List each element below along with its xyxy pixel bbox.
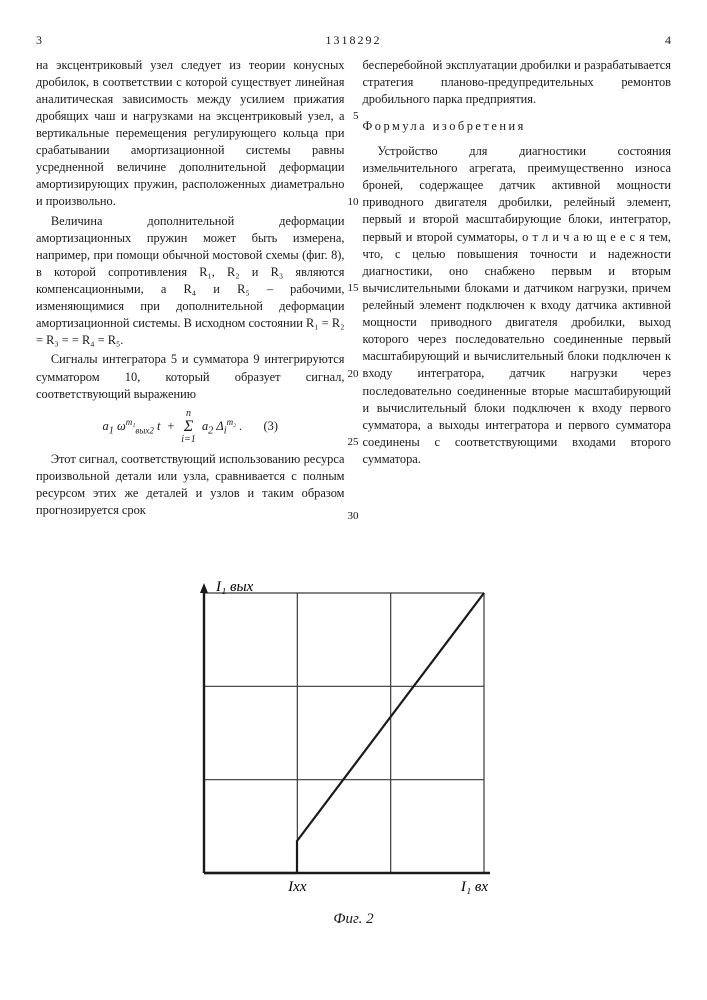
- line-num: 5: [353, 109, 359, 124]
- right-para-1: бесперебойной эксплуатации дробилки и ра…: [363, 57, 672, 108]
- section-title: Формула изобретения: [363, 118, 672, 135]
- patent-number: 1318292: [326, 32, 382, 49]
- right-column: бесперебойной эксплуатации дробилки и ра…: [363, 57, 672, 522]
- line-num: 15: [348, 281, 359, 296]
- svg-text:Iхх: Iхх: [287, 879, 307, 895]
- figure-2: I₁ вых Iхх I₁ вх Фиг. 2: [36, 573, 671, 930]
- page-num-left: 3: [36, 32, 42, 49]
- svg-text:I₁ вых: I₁ вых: [215, 579, 254, 595]
- figure-2-svg: I₁ вых Iхх I₁ вх: [164, 573, 544, 903]
- left-para-1: на эксцентриковый узел следует из теории…: [36, 57, 345, 211]
- svg-text:I₁ вх: I₁ вх: [459, 879, 487, 895]
- figure-2-label: Фиг. 2: [333, 909, 373, 930]
- formula-sum-bottom: i=1: [181, 434, 196, 445]
- line-num: 10: [348, 195, 359, 210]
- left-para-3: Сигналы интегратора 5 и сумматора 9 инте…: [36, 351, 345, 402]
- formula-exp1: m₁: [126, 416, 136, 426]
- page-num-right: 4: [665, 32, 671, 49]
- page-header: 3 1318292 4: [36, 32, 671, 49]
- left-para-2: Величина дополнительной деформации аморт…: [36, 213, 345, 350]
- formula-body: a1 ωm₁вых2 t + n Σ i=1 a2 Δim₂ .: [103, 419, 246, 433]
- two-column-body: на эксцентриковый узел следует из теории…: [36, 57, 671, 522]
- line-num: 20: [348, 367, 359, 382]
- line-num: 25: [348, 435, 359, 450]
- formula-number: (3): [264, 419, 278, 433]
- line-num: 30: [348, 509, 359, 524]
- left-para-4: Этот сигнал, соответствующий использован…: [36, 451, 345, 519]
- left-column: на эксцентриковый узел следует из теории…: [36, 57, 345, 522]
- right-para-2: Устройство для диагностики состояния изм…: [363, 143, 672, 468]
- formula-3: a1 ωm₁вых2 t + n Σ i=1 a2 Δim₂ . (3): [36, 409, 345, 445]
